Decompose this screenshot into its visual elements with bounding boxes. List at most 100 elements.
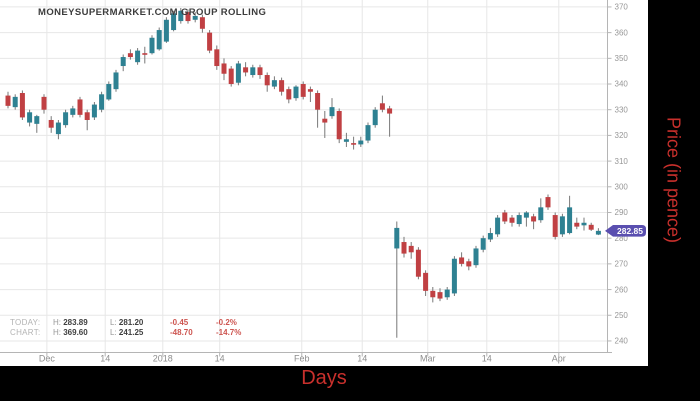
candle: [127, 49, 133, 60]
x-tick-label: 2018: [153, 354, 173, 364]
candle: [552, 212, 558, 240]
x-tick-label: 14: [357, 354, 367, 364]
candle: [84, 109, 90, 131]
candle: [307, 86, 313, 103]
candle: [444, 286, 450, 300]
chart-label: CHART:: [10, 328, 41, 337]
candle: [149, 35, 155, 55]
candle: [199, 14, 205, 33]
candle: [120, 54, 126, 72]
candle: [459, 252, 465, 267]
candle: [509, 215, 515, 227]
candle: [358, 136, 364, 147]
y-tick-label: 310: [615, 157, 629, 166]
y-tick-label: 330: [615, 105, 629, 114]
today-change-pct: -0.2%: [216, 318, 237, 327]
candle: [415, 247, 421, 280]
chart-panel: 240 250 260 270 280 290 300 310 320 330 340 350 360 3…: [0, 0, 648, 366]
candle: [487, 227, 493, 243]
candle: [135, 48, 141, 65]
candle: [243, 62, 249, 77]
axes: [0, 0, 612, 353]
y-tick-label: 320: [615, 131, 629, 140]
candle: [250, 64, 256, 78]
x-tick-label: Mar: [420, 354, 436, 364]
candle: [5, 91, 11, 109]
candle: [343, 132, 349, 147]
candle: [279, 77, 285, 96]
candle: [538, 198, 544, 223]
y-axis-ticks: 240 250 260 270 280 290 300 310 320 330 340 350 360 3…: [607, 3, 629, 346]
candle: [271, 76, 277, 90]
candle: [595, 228, 601, 236]
candle: [531, 213, 537, 230]
candle: [322, 110, 328, 138]
x-tick-label: Apr: [552, 354, 566, 364]
candle: [207, 30, 213, 54]
candle: [387, 105, 393, 137]
candle: [185, 9, 191, 24]
candle: [293, 85, 299, 101]
candle: [286, 86, 292, 104]
candle: [329, 98, 335, 119]
candle: [336, 108, 342, 144]
stats-row-today: TODAY: H: 283.89 L: 281.20 -0.45 -0.2%: [10, 318, 262, 328]
chart-change: -48.70: [170, 328, 193, 337]
x-tick-label: Feb: [294, 354, 310, 364]
candle: [567, 195, 573, 235]
candle: [523, 211, 529, 227]
last-price-value: 282.85: [617, 226, 643, 236]
candle: [91, 102, 97, 120]
candle: [178, 7, 184, 24]
candle: [235, 60, 241, 86]
x-tick-label: 14: [482, 354, 492, 364]
last-price-badge: 282.85: [605, 225, 646, 237]
candle: [192, 12, 198, 23]
candle: [27, 109, 33, 127]
today-label: TODAY:: [10, 318, 41, 327]
stats-row-chart: CHART: H: 369.60 L: 241.25 -48.70 -14.7%: [10, 328, 262, 338]
candle: [315, 90, 321, 128]
chart-low: L: 241.25: [110, 328, 144, 337]
candle: [351, 136, 357, 150]
x-axis-title: Days: [301, 367, 347, 389]
candle: [480, 235, 486, 253]
candle: [34, 114, 40, 133]
chart-change-pct: -14.7%: [216, 328, 242, 337]
y-tick-label: 300: [615, 182, 629, 191]
candle: [12, 94, 18, 110]
candle: [19, 90, 25, 120]
y-tick-label: 250: [615, 311, 629, 320]
candle: [394, 221, 400, 338]
y-tick-label: 240: [615, 337, 629, 346]
candle: [574, 217, 580, 230]
candle: [113, 69, 119, 92]
candle: [559, 213, 565, 237]
candle: [214, 45, 220, 70]
candle: [451, 256, 457, 296]
candle: [466, 258, 472, 271]
candle: [163, 17, 169, 43]
candle: [55, 119, 61, 140]
y-tick-label: 290: [615, 208, 629, 217]
candle: [437, 288, 443, 302]
candle: [423, 270, 429, 296]
stats-block: TODAY: H: 283.89 L: 281.20 -0.45 -0.2% C…: [10, 318, 262, 338]
candle: [588, 222, 594, 231]
candle: [408, 242, 414, 259]
y-tick-label: 340: [615, 80, 629, 89]
candle: [365, 122, 371, 144]
candle: [156, 27, 162, 51]
x-tick-label: 14: [100, 354, 110, 364]
today-change: -0.45: [170, 318, 189, 327]
candle: [221, 58, 227, 81]
candle: [228, 66, 234, 87]
candlestick-chart: 240 250 260 270 280 290 300 310 320 330 340 350 360 3…: [0, 0, 646, 364]
candle: [516, 212, 522, 227]
candle: [48, 116, 54, 133]
y-tick-label: 370: [615, 3, 629, 12]
x-axis-ticks: Dec 14 2018 14 Feb 14 Mar 14 Apr: [39, 352, 566, 364]
chart-title: MONEYSUPERMARKET.COM GROUP ROLLING: [38, 7, 267, 18]
candle: [300, 81, 306, 100]
candle: [41, 94, 47, 114]
